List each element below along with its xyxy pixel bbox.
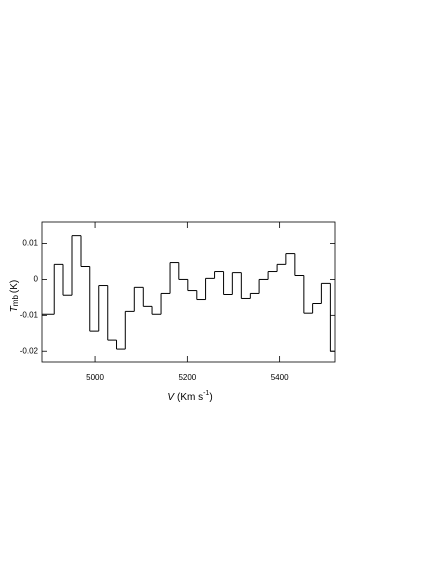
x-tick-label: 5400 [271, 373, 289, 382]
y-tick-label: 0 [34, 275, 39, 284]
y-axis-label: Tmb(K) [9, 280, 20, 313]
plot-frame [41, 221, 336, 363]
y-tick-label: -0.02 [20, 346, 39, 355]
y-tick-label: 0.01 [22, 239, 38, 248]
x-tick-label: 5000 [86, 373, 104, 382]
x-axis-label: V (Km s-1) [167, 390, 212, 403]
y-tick-label: -0.01 [20, 310, 39, 319]
x-tick-label: 5200 [178, 373, 196, 382]
